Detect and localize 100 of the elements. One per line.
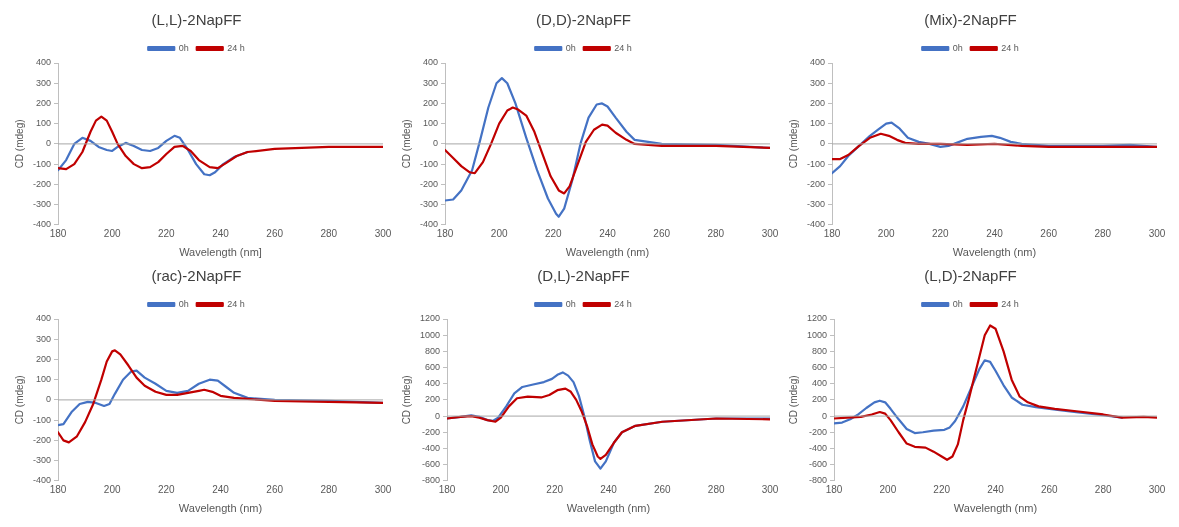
x-tick-label: 240 — [600, 483, 618, 495]
x-tick-label: 220 — [932, 227, 950, 239]
y-tick-label: -100 — [33, 158, 52, 169]
x-tick-label: 300 — [761, 483, 779, 495]
x-tick-label: 300 — [1148, 227, 1166, 239]
y-tick-label: 1200 — [419, 313, 441, 324]
y-tick-label: 200 — [811, 394, 828, 405]
x-tick-label: 260 — [1041, 483, 1059, 495]
y-tick-label: 200 — [422, 97, 439, 108]
chart-title: (L,L)-2NapFF — [151, 11, 242, 29]
chart-title: (Mix)-2NapFF — [924, 11, 1017, 29]
y-tick-label: -800 — [809, 475, 828, 486]
x-tick-label: 280 — [707, 227, 725, 239]
legend-label: 0h — [952, 298, 963, 309]
y-tick-label: 100 — [809, 118, 826, 129]
y-axis-title: CD (mdeg) — [400, 375, 412, 425]
y-tick-label: 200 — [35, 97, 52, 108]
x-tick-label: 260 — [654, 483, 672, 495]
y-tick-label: 1200 — [806, 313, 828, 324]
y-tick-label: 1000 — [806, 329, 828, 340]
y-tick-label: 100 — [422, 118, 439, 129]
chart-title: (L,D)-2NapFF — [924, 267, 1017, 285]
x-axis-title: Wavelength (nm) — [566, 502, 651, 515]
y-tick-label: -200 — [422, 426, 441, 437]
x-tick-label: 200 — [103, 227, 121, 239]
y-tick-label: 400 — [811, 378, 828, 389]
y-tick-label: 600 — [811, 362, 828, 373]
y-tick-label: -400 — [422, 442, 441, 453]
y-tick-label: -400 — [420, 219, 439, 230]
y-tick-label: -300 — [33, 455, 52, 466]
y-tick-label: -400 — [807, 219, 826, 230]
y-tick-label: 400 — [35, 313, 52, 324]
y-tick-label: -300 — [420, 199, 439, 210]
x-tick-label: 180 — [438, 483, 456, 495]
x-tick-label: 260 — [1040, 227, 1058, 239]
x-tick-label: 200 — [879, 483, 897, 495]
x-tick-label: 280 — [320, 483, 338, 495]
y-tick-label: -300 — [807, 199, 826, 210]
x-tick-label: 200 — [877, 227, 895, 239]
legend-label: 24 h — [614, 42, 632, 53]
x-tick-label: 200 — [492, 483, 510, 495]
y-tick-label: -600 — [809, 459, 828, 470]
x-axis-title: Wavelength (nm) — [953, 502, 1038, 515]
x-tick-label: 240 — [599, 227, 617, 239]
y-axis-title: CD (mdeg) — [787, 375, 799, 425]
x-axis-title: Wavelength (nm) — [178, 502, 263, 515]
x-axis-title: Wavelength (nm) — [952, 246, 1037, 259]
x-tick-label: 180 — [436, 227, 454, 239]
x-tick-label: 240 — [212, 483, 230, 495]
y-tick-label: 300 — [422, 77, 439, 88]
y-tick-label: -200 — [420, 178, 439, 189]
x-tick-label: 260 — [266, 227, 284, 239]
y-tick-label: -200 — [807, 178, 826, 189]
x-tick-label: 240 — [987, 483, 1005, 495]
y-tick-label: -200 — [33, 178, 52, 189]
y-tick-label: 0 — [820, 138, 826, 149]
x-tick-label: 180 — [49, 483, 67, 495]
x-tick-label: 200 — [103, 483, 121, 495]
x-tick-label: 300 — [1148, 483, 1166, 495]
legend-label: 24 h — [614, 298, 632, 309]
y-tick-label: 300 — [35, 333, 52, 344]
y-tick-label: 800 — [424, 345, 441, 356]
x-tick-label: 180 — [825, 483, 843, 495]
y-tick-label: 0 — [46, 394, 52, 405]
y-tick-label: 100 — [35, 118, 52, 129]
y-tick-label: -400 — [33, 219, 52, 230]
y-tick-label: 100 — [35, 374, 52, 385]
x-tick-label: 220 — [933, 483, 951, 495]
y-axis-title: CD (mdeg) — [400, 119, 412, 169]
y-tick-label: 600 — [424, 362, 441, 373]
x-tick-label: 200 — [490, 227, 508, 239]
chart-title: (D,L)-2NapFF — [537, 267, 630, 285]
y-tick-label: -200 — [33, 434, 52, 445]
y-tick-label: 200 — [35, 353, 52, 364]
y-axis-title: CD (mdeg) — [13, 119, 25, 169]
y-tick-label: 300 — [35, 77, 52, 88]
x-tick-label: 280 — [1094, 483, 1112, 495]
legend-label: 0h — [178, 298, 189, 309]
legend-label: 0h — [565, 298, 576, 309]
y-tick-label: 400 — [35, 57, 52, 68]
y-tick-label: 0 — [435, 410, 441, 421]
y-tick-label: -100 — [807, 158, 826, 169]
x-axis-title: Wavelength (nm) — [565, 246, 650, 259]
legend-label: 24 h — [1001, 298, 1019, 309]
x-tick-label: 300 — [761, 227, 779, 239]
y-tick-label: 0 — [46, 138, 52, 149]
y-tick-label: 400 — [809, 57, 826, 68]
y-tick-label: 300 — [809, 77, 826, 88]
chart-title: (rac)-2NapFF — [151, 267, 242, 285]
x-tick-label: 280 — [707, 483, 725, 495]
x-tick-label: 240 — [212, 227, 230, 239]
y-tick-label: 400 — [422, 57, 439, 68]
x-tick-label: 220 — [545, 227, 563, 239]
chart-title: (D,D)-2NapFF — [535, 11, 632, 29]
x-tick-label: 220 — [158, 483, 176, 495]
legend-label: 24 h — [1001, 42, 1019, 53]
x-tick-label: 260 — [653, 227, 671, 239]
x-tick-label: 280 — [1094, 227, 1112, 239]
legend-label: 0h — [178, 42, 189, 53]
legend-label: 0h — [565, 42, 576, 53]
